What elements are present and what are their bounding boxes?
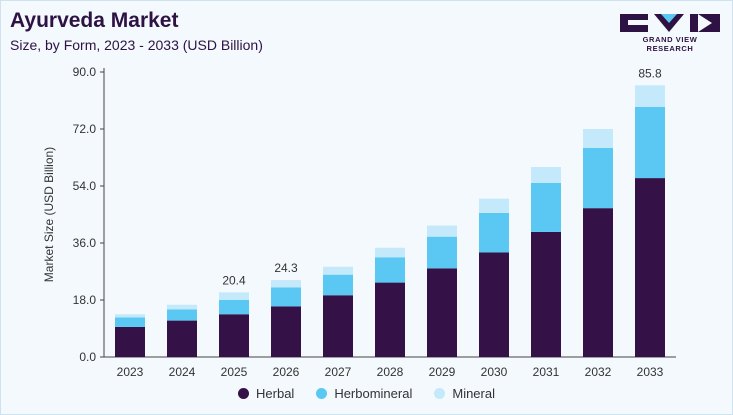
legend-swatch-mineral (434, 388, 446, 399)
bar-mineral-2023 (115, 314, 145, 318)
x-tick-label-2029: 2029 (429, 365, 456, 379)
bar-herbal-2032 (583, 208, 613, 357)
y-tick-label: 0.0 (79, 350, 96, 364)
bar-herbomineral-2028 (375, 257, 405, 283)
legend: Herbal Herbomineral Mineral (0, 386, 733, 401)
bar-herbomineral-2033 (635, 106, 665, 179)
x-tick-label-2023: 2023 (117, 365, 144, 379)
legend-swatch-herbal (238, 388, 250, 399)
bar-herbal-2023 (115, 326, 145, 357)
x-tick-label-2031: 2031 (533, 365, 560, 379)
x-tick-label-2027: 2027 (325, 365, 352, 379)
x-tick-label-2033: 2033 (637, 365, 664, 379)
bar-herbomineral-2029 (427, 236, 457, 269)
bar-herbomineral-2027 (323, 274, 353, 296)
gvr-logo-icon (620, 14, 720, 32)
y-tick-label: 90.0 (73, 65, 97, 79)
bar-herbomineral-2032 (583, 148, 613, 209)
x-tick-label-2030: 2030 (481, 365, 508, 379)
chart-subtitle: Size, by Form, 2023 - 2033 (USD Billion) (10, 37, 263, 53)
legend-label-herbal: Herbal (256, 386, 295, 401)
x-tick-label-2025: 2025 (221, 365, 248, 379)
bar-herbomineral-2030 (479, 212, 509, 253)
bar-mineral-2028 (375, 247, 405, 258)
legend-item-herbal: Herbal (238, 386, 294, 401)
y-tick-label: 36.0 (73, 236, 97, 250)
legend-swatch-herbomineral (316, 388, 328, 399)
legend-item-mineral: Mineral (434, 386, 495, 401)
bar-herbal-2025 (219, 314, 249, 357)
x-tick-label-2028: 2028 (377, 365, 404, 379)
bar-herbal-2027 (323, 295, 353, 357)
bar-mineral-2033 (635, 85, 665, 107)
logo-text: GRAND VIEW RESEARCH (642, 35, 698, 53)
bar-herbal-2024 (167, 320, 197, 357)
bar-mineral-2032 (583, 129, 613, 148)
bar-mineral-2027 (323, 266, 353, 275)
bar-herbomineral-2031 (531, 182, 561, 232)
bar-herbal-2031 (531, 231, 561, 357)
x-tick-label-2032: 2032 (585, 365, 612, 379)
bar-herbomineral-2026 (271, 287, 301, 307)
bar-mineral-2030 (479, 198, 509, 213)
data-label-2025: 20.4 (222, 273, 246, 287)
x-tick-label-2024: 2024 (169, 365, 196, 379)
y-tick-label: 18.0 (73, 293, 97, 307)
bar-mineral-2024 (167, 304, 197, 310)
bar-mineral-2031 (531, 167, 561, 183)
y-tick-label: 72.0 (73, 122, 97, 136)
legend-label-herbomineral: Herbomineral (334, 386, 413, 401)
y-axis-label: Market Size (USD Billion) (42, 147, 56, 282)
data-label-2033: 85.8 (638, 66, 662, 80)
legend-label-mineral: Mineral (452, 386, 495, 401)
bar-mineral-2029 (427, 225, 457, 237)
y-tick-label: 54.0 (73, 179, 97, 193)
bar-herbal-2029 (427, 268, 457, 357)
bar-herbal-2026 (271, 306, 301, 357)
bar-herbomineral-2025 (219, 300, 249, 315)
bar-herbal-2033 (635, 178, 665, 357)
data-label-2026: 24.3 (274, 261, 298, 275)
bar-herbal-2030 (479, 252, 509, 357)
legend-item-herbomineral: Herbomineral (316, 386, 412, 401)
x-tick-label-2026: 2026 (273, 365, 300, 379)
bar-mineral-2025 (219, 292, 249, 300)
bar-mineral-2026 (271, 280, 301, 288)
bar-herbomineral-2024 (167, 309, 197, 321)
grand-view-research-logo: GRAND VIEW RESEARCH (618, 12, 722, 53)
bar-herbal-2028 (375, 282, 405, 357)
chart-title: Ayurveda Market (10, 9, 179, 32)
bar-herbomineral-2023 (115, 317, 145, 327)
